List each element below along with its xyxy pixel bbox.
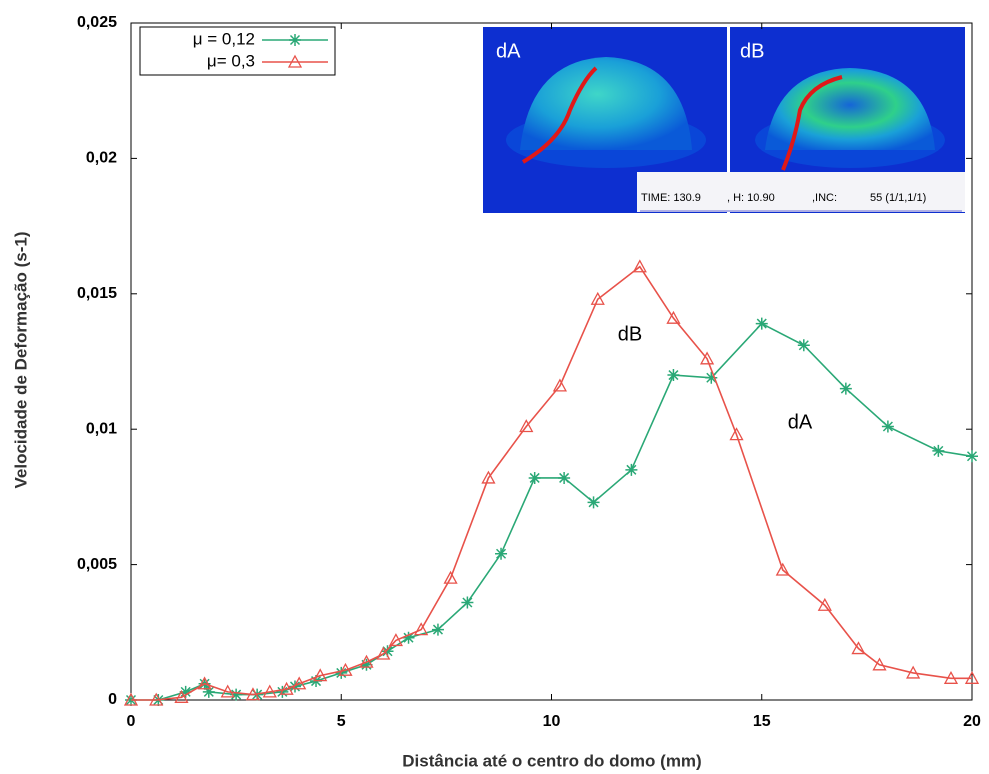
marker — [529, 472, 541, 484]
marker — [432, 624, 444, 636]
x-tick-label: 20 — [963, 713, 981, 730]
marker — [625, 464, 637, 476]
legend-label: μ= 0,3 — [207, 51, 255, 70]
panel-label: dA — [496, 40, 521, 62]
marker — [667, 369, 679, 381]
y-tick-label: 0 — [108, 691, 117, 708]
y-tick-label: 0,015 — [77, 285, 117, 302]
marker — [840, 383, 852, 395]
annotation: dB — [618, 323, 642, 345]
annotation: dA — [788, 411, 813, 433]
marker — [203, 686, 215, 698]
x-tick-label: 10 — [543, 713, 561, 730]
marker — [558, 472, 570, 484]
y-tick-label: 0,02 — [86, 150, 117, 167]
status-text: 55 (1/1,1/1) — [870, 192, 926, 204]
x-axis-label: Distância até o centro do domo (mm) — [402, 751, 701, 770]
marker — [798, 339, 810, 351]
marker — [756, 318, 768, 330]
series-line — [131, 267, 972, 700]
marker — [882, 420, 894, 432]
marker — [461, 597, 473, 609]
y-tick-label: 0,01 — [86, 420, 117, 437]
legend-label: μ = 0,12 — [193, 29, 255, 48]
status-text: ,INC: — [812, 192, 837, 204]
x-tick-label: 15 — [753, 713, 771, 730]
marker — [289, 34, 301, 46]
marker — [588, 496, 600, 508]
inset-image: dA dB TIME: 130.9 , H: 10.90 ,INC: 55 (1/1,1/… — [483, 27, 965, 213]
panel-label: dB — [740, 40, 764, 62]
y-tick-label: 0,025 — [77, 14, 117, 31]
marker — [495, 548, 507, 560]
status-text: TIME: 130.9 — [641, 192, 701, 204]
y-tick-label: 0,005 — [77, 556, 117, 573]
x-tick-label: 0 — [127, 713, 136, 730]
status-text: , H: 10.90 — [727, 192, 775, 204]
x-tick-label: 5 — [337, 713, 346, 730]
y-axis-label: Velocidade de Deformação (s-1) — [11, 232, 30, 489]
marker — [932, 445, 944, 457]
series-line — [131, 324, 972, 700]
marker — [966, 450, 978, 462]
chart: dA dB TIME: 130.9 , H: 10.90 ,INC: 55 (1/1,1/… — [0, 0, 989, 774]
